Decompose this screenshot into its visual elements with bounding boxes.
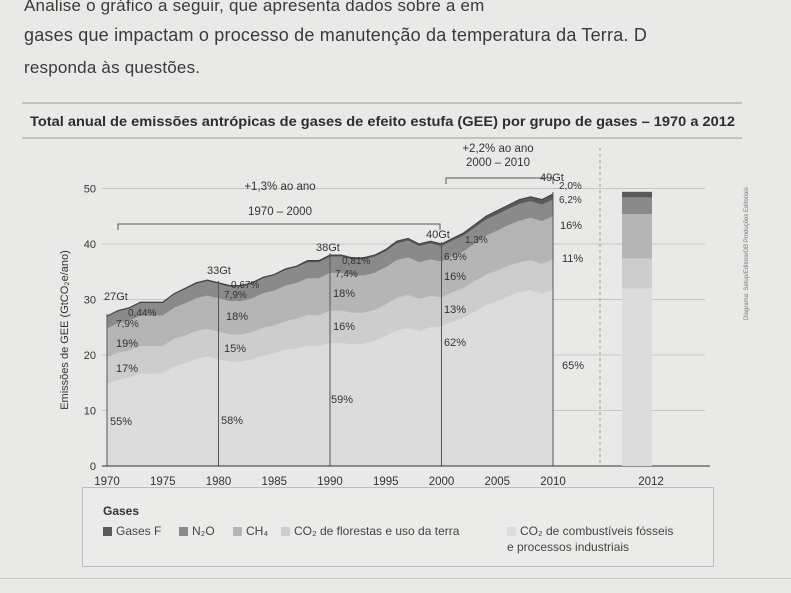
bar-2012-n2o: [622, 197, 652, 215]
share-label-2010: 11%: [562, 253, 583, 265]
x-tick-label: 1990: [317, 476, 343, 488]
question-text-line-1: Analise o gráfico a seguir, que apresent…: [24, 0, 485, 15]
legend-item-co2-fossil: CO₂ de combustíveis fósseis: [507, 524, 673, 538]
y-tick-label: 10: [84, 406, 96, 418]
share-label-1970: 55%: [110, 416, 132, 428]
growth-bracket-1970-2000: [117, 223, 441, 230]
bar-2012-co2-forestry: [622, 258, 652, 289]
legend-item-co2-fossil-line2: e processos industriais: [507, 540, 630, 554]
legend-item-gases-f: Gases F: [103, 524, 161, 538]
share-label-2000: 16%: [444, 271, 466, 283]
y-tick-label: 0: [90, 461, 96, 473]
x-tick-label: 1970: [94, 476, 120, 488]
bottom-rule: [0, 578, 791, 579]
x-tick-label: 1980: [206, 476, 232, 488]
share-label-1980: 58%: [221, 415, 243, 427]
share-label-1990: 7,4%: [335, 269, 358, 280]
total-label: 40Gt: [426, 229, 450, 241]
share-label-1970: 19%: [116, 338, 138, 350]
share-label-2010: 65%: [562, 360, 584, 372]
bar-2012-co2-fossil: [622, 288, 652, 466]
y-tick-label: 20: [84, 350, 96, 362]
share-label-2010: 2,0%: [559, 181, 582, 192]
question-text-line-2: gases que impactam o processo de manuten…: [24, 25, 648, 45]
legend: Gases Gases F N₂O CH₄ CO₂ de florestas e…: [82, 487, 714, 567]
growth-rate-1970-2000: +1,3% ao ano: [244, 181, 315, 193]
share-label-2000: 6,9%: [444, 252, 467, 263]
legend-item-n2o: N₂O: [179, 524, 215, 538]
share-label-1970: 17%: [116, 363, 138, 375]
share-label-1970: 7,9%: [116, 319, 139, 330]
share-label-2010: 6,2%: [559, 195, 582, 206]
x-tick-label: 1985: [261, 476, 287, 488]
legend-item-co2-forestry: CO₂ de florestas e uso da terra: [281, 524, 459, 538]
share-label-1980: 15%: [224, 343, 246, 355]
y-axis-label: Emissões de GEE (GtCO₂e/ano): [59, 250, 71, 410]
y-tick-label: 50: [84, 184, 96, 196]
share-label-1990: 59%: [331, 394, 353, 406]
y-tick-label: 40: [84, 239, 96, 251]
x-tick-label: 2012: [638, 476, 664, 488]
share-label-2000: 62%: [444, 337, 466, 349]
x-tick-label: 1995: [373, 476, 399, 488]
bar-2012-gases-f: [622, 191, 652, 198]
growth-bracket-2000-2010: [445, 177, 554, 184]
legend-item-ch4: CH₄: [233, 524, 268, 538]
x-tick-label: 2000: [429, 476, 455, 488]
growth-rate-2000-2010: +2,2% ao ano: [462, 143, 533, 155]
share-label-1990: 16%: [333, 321, 355, 333]
legend-swatch-ch4: [233, 526, 242, 536]
share-label-1990: 18%: [333, 288, 355, 300]
share-label-1970: 0,44%: [128, 308, 156, 319]
y-tick-label: 30: [84, 295, 96, 307]
total-label: 27Gt: [104, 291, 128, 303]
share-label-1980: 7,9%: [224, 290, 247, 301]
total-label: 38Gt: [316, 242, 340, 254]
share-label-2000: 13%: [444, 304, 466, 316]
question-text-line-3: responda às questões.: [24, 58, 201, 77]
growth-period-2000-2010: 2000 – 2010: [466, 157, 530, 169]
legend-swatch-co2-forestry: [281, 526, 290, 536]
share-label-2010: 16%: [560, 220, 582, 232]
side-credit: Diagrama: Setup/Editora/OB Produções Edi…: [744, 187, 750, 320]
bar-2012-ch4: [622, 214, 652, 259]
legend-swatch-n2o: [179, 526, 188, 536]
total-label: 33Gt: [207, 265, 231, 277]
x-tick-label: 2010: [540, 476, 566, 488]
legend-swatch-gases-f: [103, 526, 112, 536]
share-label-1980: 0,67%: [231, 280, 259, 291]
x-tick-label: 2005: [484, 476, 510, 488]
x-tick-label: 1975: [150, 476, 176, 488]
share-label-2000: 1,3%: [465, 235, 488, 246]
share-label-1990: 0,81%: [342, 256, 370, 267]
legend-title: Gases: [103, 504, 140, 518]
chart-title: Total anual de emissões antrópicas de ga…: [30, 114, 735, 129]
growth-period-1970-2000: 1970 – 2000: [248, 206, 312, 218]
share-label-1980: 18%: [226, 311, 248, 323]
legend-swatch-co2-fossil: [507, 526, 516, 536]
